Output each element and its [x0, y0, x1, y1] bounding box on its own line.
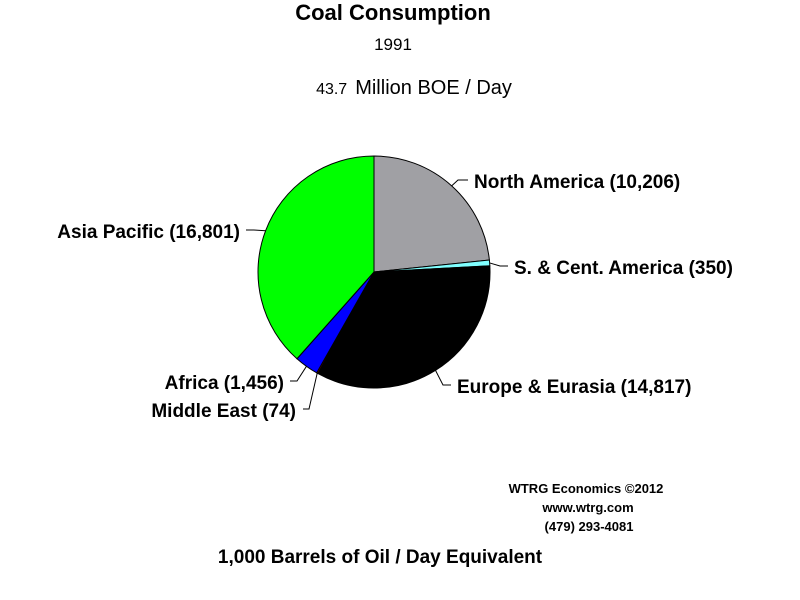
- slice-label-middle-east: Middle East (74): [151, 401, 296, 422]
- slice-labels: North America (10,206) S. & Cent. America…: [57, 172, 733, 422]
- total-unit: Million BOE / Day: [355, 77, 512, 99]
- slice-label-africa: Africa (1,456): [165, 373, 284, 394]
- total-value: 43.7: [316, 81, 347, 98]
- leader-line-asia-pacific: [246, 229, 266, 232]
- slice-label-north-america: North America (10,206): [474, 172, 680, 193]
- total-line: 43.7 Million BOE / Day: [316, 77, 512, 99]
- slice-label-s-cent-america: S. & Cent. America (350): [514, 258, 733, 279]
- leader-line-europe-eurasia: [435, 370, 451, 386]
- leader-lines: [246, 179, 508, 410]
- leader-line-africa: [290, 366, 307, 382]
- chart-footer: 1,000 Barrels of Oil / Day Equivalent: [218, 547, 543, 568]
- credit-company: WTRG Economics ©2012: [509, 481, 664, 496]
- leader-line-north-america: [451, 179, 468, 187]
- pie-slice-asia-pacific: [257, 155, 375, 360]
- pie-slices: [257, 155, 491, 389]
- slice-label-europe-eurasia: Europe & Eurasia (14,817): [457, 377, 691, 398]
- chart-subtitle: 1991: [374, 35, 412, 54]
- chart-title: Coal Consumption: [295, 0, 491, 25]
- leader-line-middle-east: [303, 373, 318, 410]
- leader-line-s-cent-america: [489, 262, 508, 267]
- credit-website: www.wtrg.com: [541, 500, 633, 515]
- credit-phone: (479) 293-4081: [545, 519, 634, 534]
- pie-slice-north-america: [373, 155, 490, 273]
- slice-label-asia-pacific: Asia Pacific (16,801): [57, 222, 240, 243]
